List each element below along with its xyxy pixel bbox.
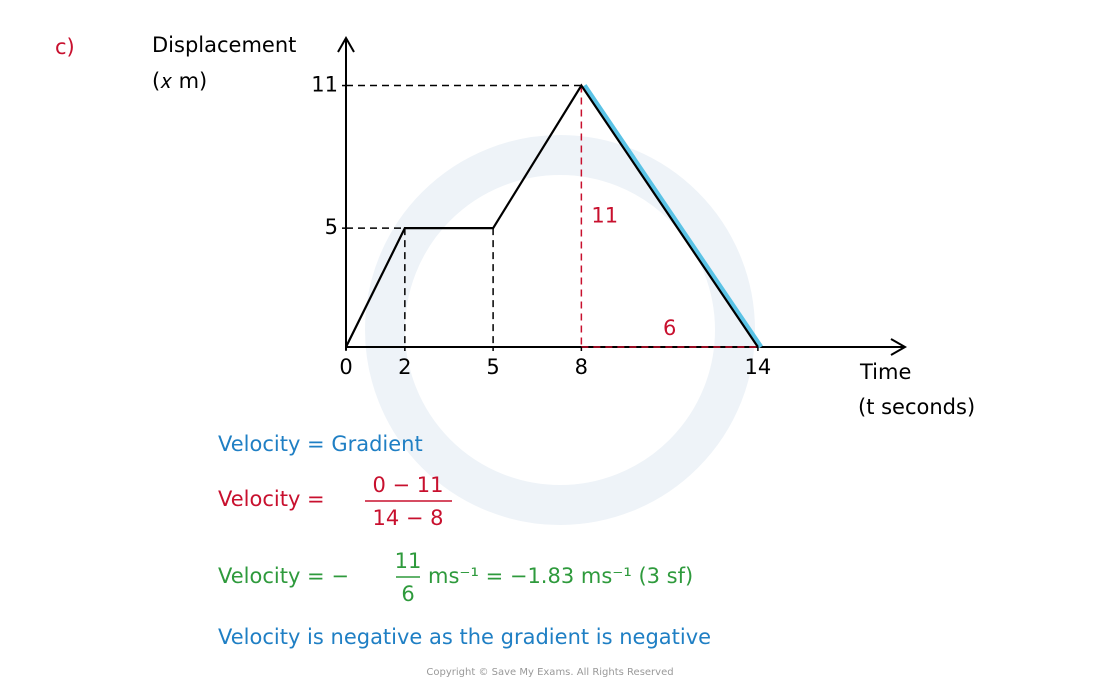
fraction-numerator: 0 − 11 <box>372 473 443 497</box>
x-tick-label: 0 <box>339 355 352 379</box>
gradient-highlight <box>582 84 763 349</box>
y-tick-label: 5 <box>325 215 338 239</box>
x-tick-label: 14 <box>745 355 772 379</box>
y-axis-label: (𝑥 m) <box>152 69 207 93</box>
x-tick-label: 8 <box>575 355 588 379</box>
x-axis-arrow <box>890 338 908 356</box>
x-axis-label: (t seconds) <box>858 395 975 419</box>
y-axis-arrow <box>337 35 355 53</box>
fraction-denominator: 14 − 8 <box>372 506 443 530</box>
part-label: c) <box>55 35 75 59</box>
fraction-numerator: 11 <box>395 549 422 573</box>
displacement-line <box>345 83 759 348</box>
working-lhs: Velocity = − <box>218 564 349 588</box>
y-tick-label: 11 <box>311 73 338 97</box>
fraction-denominator: 6 <box>401 582 414 606</box>
x-tick-label: 5 <box>486 355 499 379</box>
working-lhs: Velocity = <box>218 487 325 511</box>
copyright: Copyright © Save My Exams. All Rights Re… <box>426 667 673 678</box>
x-tick-label: 2 <box>398 355 411 379</box>
working-line: Velocity = Gradient <box>218 432 423 456</box>
working-line: Velocity is negative as the gradient is … <box>218 625 711 649</box>
watermark <box>365 135 755 525</box>
annotation: 6 <box>663 316 676 340</box>
y-axis-label: Displacement <box>152 33 296 57</box>
x-axis-label: Time <box>859 360 911 384</box>
annotation: 11 <box>591 203 618 227</box>
working-rhs: ms⁻¹ = −1.83 ms⁻¹ (3 sf) <box>428 564 693 588</box>
